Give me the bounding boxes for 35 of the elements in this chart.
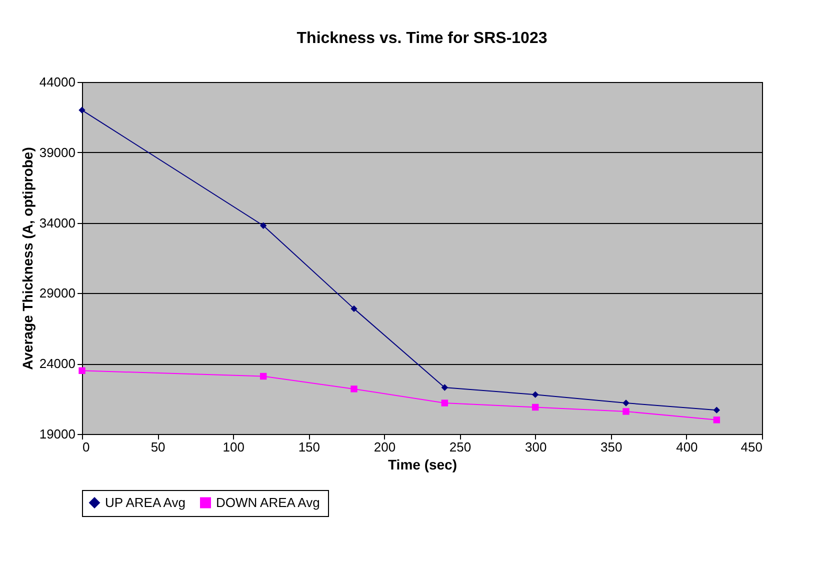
- point: [350, 305, 358, 312]
- point: [441, 400, 448, 406]
- point: [350, 386, 358, 392]
- x-tick-label: 50: [150, 440, 166, 454]
- y-tick-label: 44000: [39, 74, 76, 90]
- point: [260, 372, 267, 380]
- point: [622, 408, 630, 415]
- point: [441, 384, 448, 391]
- point: [260, 222, 267, 229]
- point: [532, 391, 539, 398]
- point: [532, 404, 539, 411]
- y-tick-label: 39000: [39, 144, 76, 160]
- point: [713, 406, 720, 414]
- x-tick-label: 450: [740, 440, 762, 454]
- x-tick-label: 100: [222, 440, 244, 454]
- point: [622, 400, 630, 406]
- y-tick-label: 34000: [39, 215, 76, 230]
- x-axis-title: Time (sec): [388, 456, 457, 472]
- point: [713, 416, 720, 424]
- legend-label: DOWN AREA Avg: [216, 494, 320, 510]
- x-tick-label: 200: [374, 440, 396, 454]
- y-tick-label: 24000: [39, 356, 76, 372]
- x-tick-label: 350: [600, 440, 622, 454]
- chart-title: Thickness vs. Time for SRS-1023: [296, 30, 548, 47]
- y-tick-label: 19000: [39, 426, 76, 442]
- x-tick-label: 400: [676, 440, 698, 454]
- x-tick-label: 300: [524, 440, 547, 454]
- legend-label: UP AREA Avg: [105, 494, 186, 510]
- point: [78, 367, 86, 374]
- y-tick-label: 29000: [39, 286, 76, 301]
- point: [78, 106, 86, 114]
- x-tick-label: 250: [449, 440, 472, 454]
- x-tick-label: 150: [298, 440, 320, 454]
- x-tick-label: 0: [82, 440, 90, 454]
- y-axis-title: Average Thickness (A, optiprobe): [19, 147, 36, 370]
